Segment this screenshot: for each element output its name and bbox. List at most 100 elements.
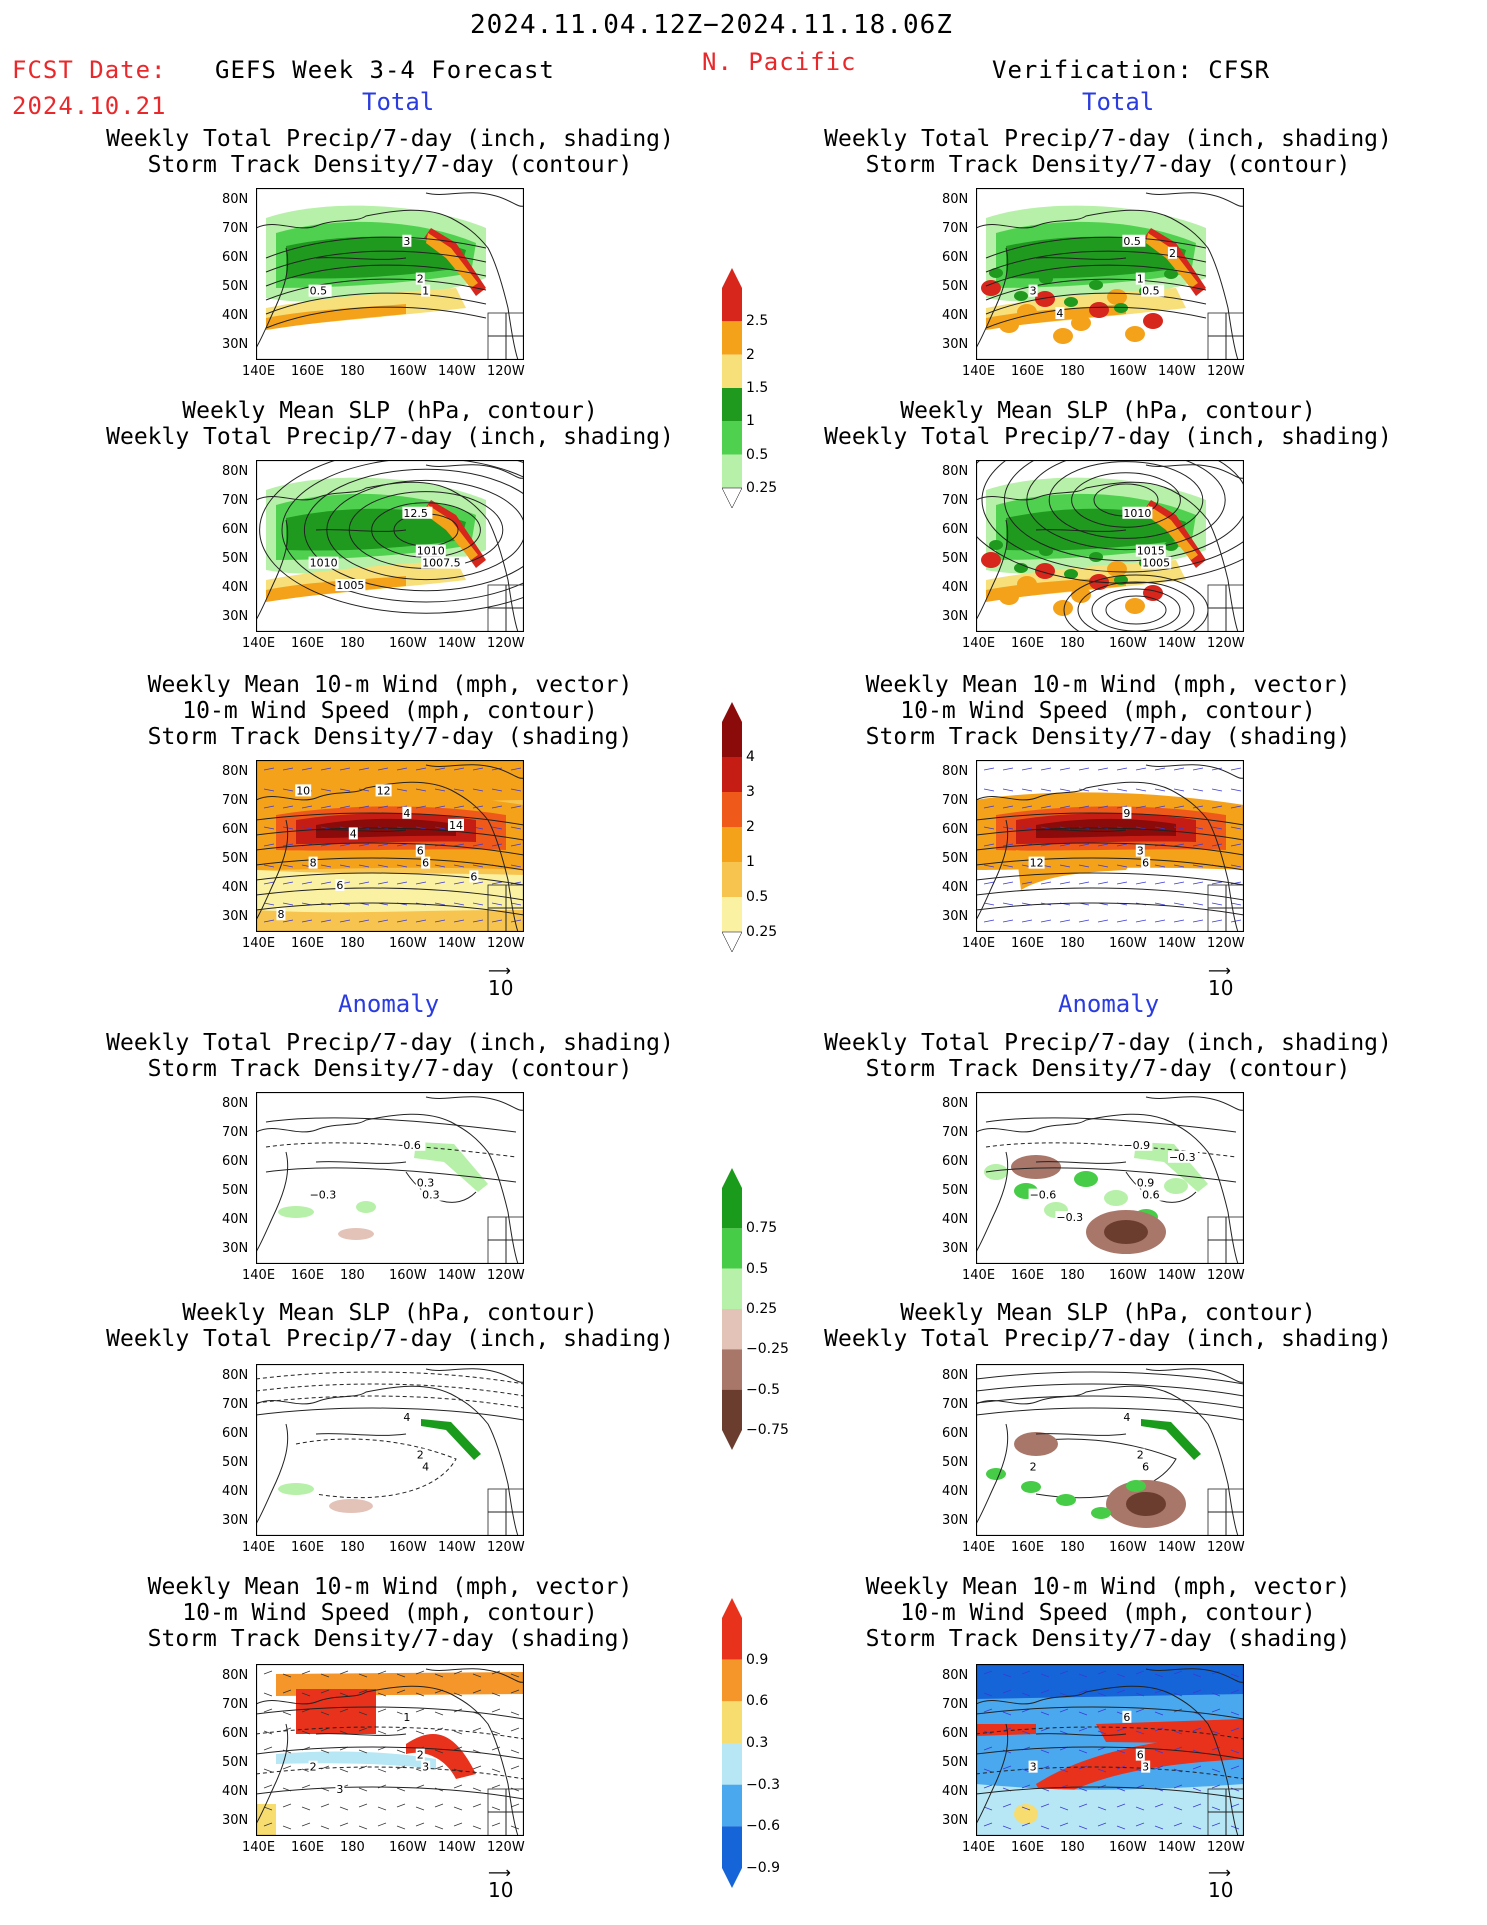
anom-cell xyxy=(1056,1494,1076,1506)
slp-anom-contour xyxy=(976,1371,1244,1385)
precip-cell xyxy=(1071,315,1091,331)
wind-speed-anom-contour xyxy=(256,1746,524,1760)
coastline xyxy=(425,464,524,479)
contour-label-bg xyxy=(1122,1710,1132,1723)
wind-vector xyxy=(377,843,389,847)
wind-vector xyxy=(1040,919,1052,923)
contour-label: 10 xyxy=(296,784,310,797)
lat-tick-label: 80N xyxy=(222,1668,249,1683)
coastline xyxy=(976,247,1009,349)
lon-tick-label: 160E xyxy=(1011,936,1045,951)
wind-vector xyxy=(1078,767,1090,771)
wind-vector xyxy=(396,1825,406,1830)
lat-tick-label: 80N xyxy=(222,1368,249,1383)
anom-cell xyxy=(338,1228,374,1240)
contour-label: 3 xyxy=(1142,1761,1149,1774)
wind-vector xyxy=(1002,902,1014,906)
contour-label: 8 xyxy=(277,908,284,921)
lon-tick-label: 120W xyxy=(1207,364,1245,379)
coastline xyxy=(976,1385,1239,1536)
wind-vector xyxy=(1002,1765,1012,1770)
map-frame xyxy=(256,760,524,932)
colorbar-label: 0.5 xyxy=(746,1260,769,1277)
precip-anomaly-shading xyxy=(278,1142,488,1240)
wind-vector xyxy=(472,881,484,885)
contour-label: 14 xyxy=(449,819,463,832)
contour-label-bg xyxy=(415,1176,439,1189)
storm-anom-contour xyxy=(985,1117,1237,1133)
wind-vector xyxy=(1059,1692,1069,1697)
coastline xyxy=(976,819,1009,921)
lon-tick-label: 140W xyxy=(438,936,476,951)
title-line: Weekly Total Precip/7-day (inch, shading… xyxy=(106,1030,674,1056)
lat-tick-label: 80N xyxy=(942,1668,969,1683)
lon-tick-label: 160W xyxy=(1109,936,1147,951)
wind-vector xyxy=(1173,843,1185,847)
coastline xyxy=(256,247,289,349)
contour-label-bg xyxy=(308,284,332,297)
contour-label-bg xyxy=(469,870,479,883)
wind-vector xyxy=(1002,864,1014,868)
wind-vector xyxy=(472,1765,482,1770)
wind-vector xyxy=(1154,1673,1164,1678)
contour-label-bg xyxy=(335,579,366,591)
wind-vector xyxy=(1002,881,1014,885)
colorbar-swatches xyxy=(722,1168,742,1450)
vector-ref-value: 10 xyxy=(1208,976,1234,1000)
lon-tick-label: 160W xyxy=(1109,1840,1147,1855)
wind-vector xyxy=(472,1825,482,1830)
contour-label: −0.3 xyxy=(310,1189,337,1202)
contour-label: 1 xyxy=(1137,273,1144,286)
wind-vector xyxy=(282,1825,292,1830)
wind-vector xyxy=(1173,767,1185,771)
contour-label: 6 xyxy=(417,845,424,858)
vector-reference-fcst-anom: ⟶ 10 xyxy=(488,1865,513,1903)
wind-vector xyxy=(1116,1803,1126,1808)
contour-label-bg xyxy=(308,1760,318,1773)
wind-vector xyxy=(453,1822,463,1827)
wind-vector xyxy=(301,1822,311,1827)
lat-tick-label: 80N xyxy=(942,1096,969,1111)
lon-tick-label: 160E xyxy=(291,936,325,951)
wind-vector xyxy=(453,843,465,847)
contour-label: 6 xyxy=(336,879,343,892)
title-line: 10-m Wind Speed (mph, contour) xyxy=(182,698,598,724)
coastline xyxy=(1145,192,1244,207)
wind-vector xyxy=(377,1670,387,1675)
wind-vector xyxy=(434,1711,444,1716)
storm-anom-band xyxy=(296,1689,376,1734)
coastline xyxy=(256,1685,519,1836)
lon-tick-label: 160W xyxy=(1109,1268,1147,1283)
state-borders xyxy=(1208,585,1244,632)
lat-tick-label: 40N xyxy=(942,1784,969,1799)
colorbar-storm-anom: 0.9 0.6 0.3 −0.3 −0.6 −0.9 xyxy=(722,1598,780,1892)
wind-vector xyxy=(472,767,484,771)
lat-tick-label: 30N xyxy=(942,609,969,624)
wind-vector xyxy=(377,881,389,885)
wind-vector xyxy=(1154,788,1166,792)
state-borders xyxy=(488,1789,524,1836)
wind-vector xyxy=(358,1673,368,1678)
wind-vector xyxy=(453,767,465,771)
wind-vector xyxy=(1097,788,1109,792)
colorbar-label: 1.5 xyxy=(746,380,769,396)
title-line: Weekly Mean 10-m Wind (mph, vector) xyxy=(147,1574,633,1600)
map-layers xyxy=(256,188,524,360)
slp-isobar xyxy=(1077,581,1195,632)
lat-tick-label: 60N xyxy=(942,1426,969,1441)
wind-vector xyxy=(1078,1689,1088,1694)
wind-vector xyxy=(1116,843,1128,847)
wind-vector xyxy=(1230,881,1242,885)
wind-vector xyxy=(472,805,484,809)
wind-vector xyxy=(1002,1689,1012,1694)
coastline xyxy=(976,781,1239,932)
precip-cell xyxy=(1039,274,1053,284)
lon-tick-label: 160W xyxy=(389,636,427,651)
lat-tick-label: 60N xyxy=(222,1154,249,1169)
lon-tick-label: 160E xyxy=(291,1268,325,1283)
lat-tick-label: 60N xyxy=(222,522,249,537)
wind-vector xyxy=(1059,805,1071,809)
anom-cell xyxy=(1104,1190,1128,1206)
storm-track-contour xyxy=(265,236,487,259)
lon-tick-label: 160W xyxy=(1109,1540,1147,1555)
